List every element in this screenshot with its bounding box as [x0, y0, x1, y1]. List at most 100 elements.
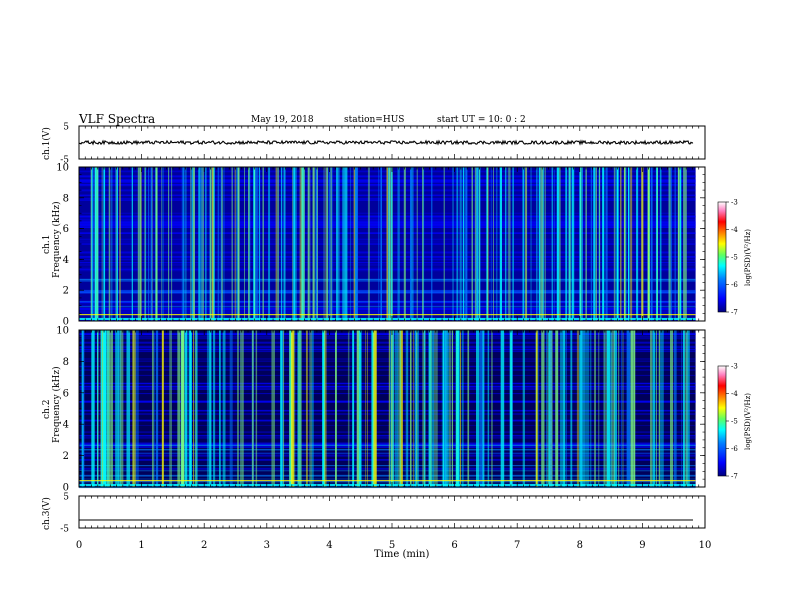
- spectrogram-burst: [199, 167, 201, 321]
- spectrogram-burst: [595, 167, 597, 321]
- spectrogram-band: [79, 383, 696, 385]
- spectrogram-band: [79, 358, 696, 360]
- spectrogram-burst: [487, 167, 489, 321]
- spectrogram-band: [79, 393, 696, 395]
- spectrogram-burst: [598, 167, 601, 321]
- spectrogram-burst: [212, 167, 215, 321]
- spectrogram-burst: [451, 330, 454, 487]
- spectrogram-burst: [670, 167, 672, 321]
- y-tick-label: 4: [63, 420, 69, 431]
- spectrogram-burst: [151, 167, 153, 321]
- spectrogram-burst: [271, 330, 275, 487]
- colorbar-tick-label: -7: [731, 473, 738, 481]
- y-tick-label: 2: [63, 451, 69, 462]
- spectrogram-burst: [390, 330, 393, 487]
- spectrogram-burst: [301, 167, 305, 321]
- spectrogram-burst: [311, 330, 314, 487]
- spectrogram-burst: [433, 330, 437, 487]
- spectrogram-burst: [565, 167, 568, 321]
- spectrogram-burst: [460, 330, 461, 487]
- spectrogram-burst: [416, 167, 418, 321]
- spectrogram-burst: [355, 167, 358, 321]
- spectrogram-burst: [280, 330, 283, 487]
- spectrogram-burst: [482, 330, 485, 487]
- spectrogram-burst: [342, 167, 345, 321]
- ch3-waveform-ylabel: ch.3(V): [42, 497, 52, 530]
- x-tick-label: 3: [264, 540, 270, 551]
- spectrogram-burst: [598, 330, 600, 487]
- spectrogram-burst: [110, 330, 113, 487]
- spectrogram-band: [79, 410, 696, 412]
- spectrogram-burst: [456, 167, 459, 321]
- spectrogram-band: [79, 336, 696, 338]
- spectrogram-burst: [656, 330, 657, 487]
- spectrogram-burst: [96, 167, 99, 321]
- spectrogram-burst: [92, 167, 94, 321]
- spectrogram-burst: [117, 330, 121, 487]
- station-label: station=HUS: [344, 115, 405, 125]
- spectrogram-burst: [139, 167, 142, 321]
- ch1-waveform-trace: [78, 139, 694, 146]
- spectrogram-burst: [512, 167, 514, 321]
- spectrogram-burst: [275, 167, 278, 321]
- spectrogram-burst: [156, 167, 158, 321]
- spectrogram-burst: [242, 330, 244, 487]
- y-tick-label: 6: [63, 224, 69, 235]
- spectrogram-burst: [133, 330, 135, 487]
- spectrogram-burst: [388, 330, 390, 487]
- spectrogram-burst: [546, 330, 548, 487]
- spectrogram-burst: [244, 167, 246, 321]
- ch2-spectrogram-ylabel-line2: Frequency (kHz): [52, 366, 62, 443]
- spectrogram-burst: [237, 167, 240, 321]
- y-tick-label: 6: [63, 388, 69, 399]
- spectrogram-burst: [268, 167, 270, 321]
- spectrogram-burst: [213, 330, 216, 487]
- spectrogram-burst: [606, 330, 610, 487]
- spectrogram-burst: [240, 330, 243, 487]
- spectrogram-burst: [353, 167, 355, 321]
- spectrogram-burst: [394, 330, 399, 487]
- spectrogram-burst: [674, 167, 676, 321]
- spectrogram-burst: [424, 330, 426, 487]
- spectrogram-burst: [496, 167, 498, 321]
- spectrogram-burst: [258, 167, 260, 321]
- spectrogram-burst: [475, 330, 480, 487]
- spectrogram-burst: [605, 167, 608, 321]
- spectrogram-burst: [256, 167, 258, 321]
- ch1-colorbar-label: log(PSD)(V²/Hz): [744, 229, 752, 286]
- spectrogram-band: [79, 374, 696, 376]
- spectrogram-band: [79, 481, 696, 483]
- spectrogram-burst: [493, 167, 494, 321]
- spectrogram-burst: [660, 330, 664, 487]
- spectrogram-band: [79, 444, 696, 446]
- spectrogram-burst: [111, 167, 113, 321]
- spectrogram-burst: [530, 167, 532, 321]
- spectrogram-burst: [305, 330, 308, 487]
- spectrogram-burst: [119, 167, 121, 321]
- spectrogram-burst: [378, 167, 380, 321]
- spectrogram-burst: [193, 330, 194, 487]
- spectrogram-burst: [551, 167, 553, 321]
- spectrogram-burst: [628, 167, 630, 321]
- spectrogram-burst: [390, 167, 393, 321]
- spectrogram-burst: [603, 330, 608, 487]
- colorbar-tick-label: -4: [731, 226, 738, 234]
- colorbar-tick-label: -3: [731, 363, 738, 371]
- spectrogram-burst: [630, 167, 633, 321]
- spectrogram-burst: [491, 330, 493, 487]
- spectrogram-burst: [198, 167, 200, 321]
- spectrogram-burst: [403, 167, 406, 321]
- spectrogram-burst: [398, 167, 400, 321]
- spectrogram-burst: [132, 330, 136, 487]
- spectrogram-band: [79, 467, 696, 469]
- spectrogram-burst: [330, 167, 332, 321]
- spectrogram-burst: [471, 167, 473, 321]
- spectrogram-burst: [428, 330, 432, 487]
- spectrogram-burst: [683, 330, 685, 487]
- spectrogram-burst: [325, 167, 326, 321]
- spectrogram-burst: [262, 167, 264, 321]
- spectrogram-band: [79, 346, 696, 349]
- spectrogram-burst: [96, 167, 99, 321]
- spectrogram-band: [79, 459, 696, 461]
- spectrogram-burst: [355, 167, 356, 321]
